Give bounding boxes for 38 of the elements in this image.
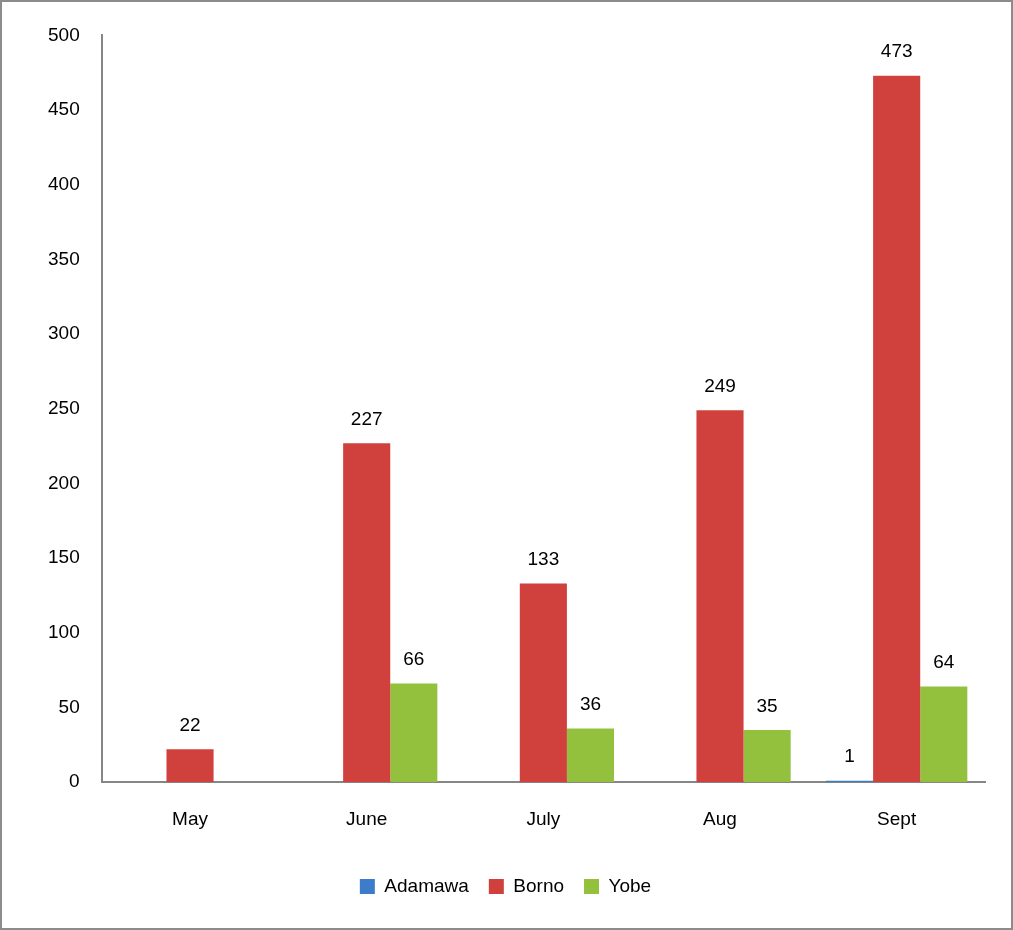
- bar: [696, 410, 744, 783]
- bar: [743, 729, 791, 783]
- x-tick-label: Aug: [703, 807, 737, 829]
- data-label: 133: [527, 548, 560, 570]
- data-label: 249: [704, 375, 736, 397]
- y-tick-label: 150: [48, 546, 80, 568]
- legend-label: Adamawa: [384, 874, 470, 896]
- y-tick-label: 500: [48, 23, 80, 45]
- bar: [343, 443, 391, 783]
- data-label: 227: [350, 407, 383, 429]
- y-tick-label: 100: [48, 621, 80, 643]
- y-tick-label: 300: [48, 322, 80, 344]
- bar: [166, 749, 214, 783]
- bar: [390, 683, 438, 783]
- legend-label: Yobe: [608, 874, 652, 896]
- bar: [566, 728, 615, 783]
- data-label: 64: [933, 651, 955, 673]
- y-tick-label: 400: [48, 172, 80, 194]
- data-label: 1: [844, 745, 855, 767]
- x-tick-label: July: [526, 807, 561, 829]
- y-tick-label: 50: [58, 695, 80, 717]
- data-label: 35: [756, 694, 778, 716]
- y-tick-label: 450: [48, 98, 80, 120]
- x-tick-label: June: [346, 807, 388, 829]
- bar: [519, 583, 567, 783]
- bar: [920, 686, 968, 783]
- x-tick-label: May: [172, 807, 209, 829]
- legend-label: Borno: [513, 874, 565, 896]
- y-tick-label: 200: [48, 471, 80, 493]
- bar: [873, 75, 921, 783]
- x-tick-label: Sept: [877, 807, 917, 829]
- y-tick-label: 250: [48, 397, 80, 419]
- data-label: 66: [403, 648, 425, 670]
- data-label: 473: [880, 40, 913, 62]
- y-tick-label: 0: [69, 770, 80, 792]
- data-label: 36: [579, 693, 602, 715]
- y-tick-label: 350: [48, 247, 80, 269]
- data-label: 22: [179, 714, 201, 736]
